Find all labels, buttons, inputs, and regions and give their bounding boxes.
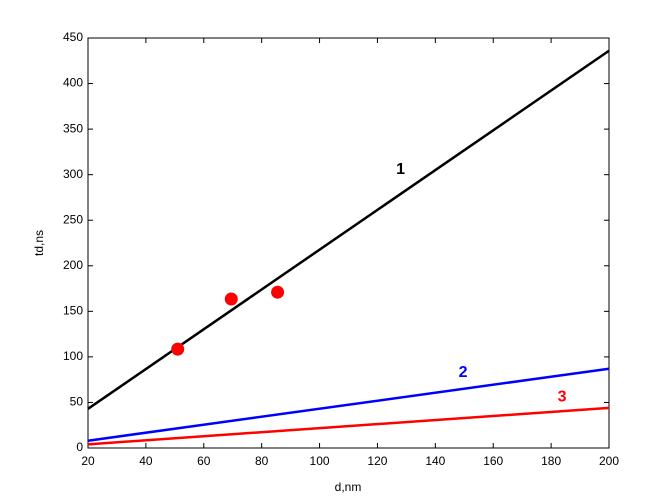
y-tick-label: 350 (63, 121, 83, 135)
data-point (224, 292, 238, 306)
x-tick-label: 140 (425, 454, 445, 468)
x-tick-label: 200 (599, 454, 619, 468)
y-tick-label: 200 (63, 258, 83, 272)
x-tick-label: 20 (81, 454, 95, 468)
data-point (271, 285, 285, 299)
series-label: 1 (396, 161, 405, 178)
y-tick-label: 400 (63, 76, 83, 90)
x-tick-label: 80 (255, 454, 269, 468)
data-point (171, 342, 185, 356)
plot-frame (87, 37, 610, 449)
x-tick-label: 120 (367, 454, 387, 468)
series-line (87, 406, 610, 446)
y-tick-label: 250 (63, 212, 83, 226)
x-tick-label: 40 (139, 454, 153, 468)
y-tick-label: 0 (76, 440, 83, 454)
x-axis-label: d,nm (335, 480, 362, 494)
y-tick-label: 50 (70, 395, 84, 409)
x-tick-label: 160 (483, 454, 503, 468)
y-tick-label: 450 (63, 30, 83, 44)
x-tick-label: 60 (197, 454, 211, 468)
series-line (87, 367, 610, 442)
series-label: 3 (558, 388, 567, 405)
y-tick-label: 150 (63, 304, 83, 318)
y-tick-label: 300 (63, 167, 83, 181)
x-tick-label: 180 (541, 454, 561, 468)
y-tick-label: 100 (63, 349, 83, 363)
series-label: 2 (459, 364, 468, 381)
y-axis-label: td,ns (32, 230, 46, 256)
x-tick-label: 100 (310, 454, 330, 468)
